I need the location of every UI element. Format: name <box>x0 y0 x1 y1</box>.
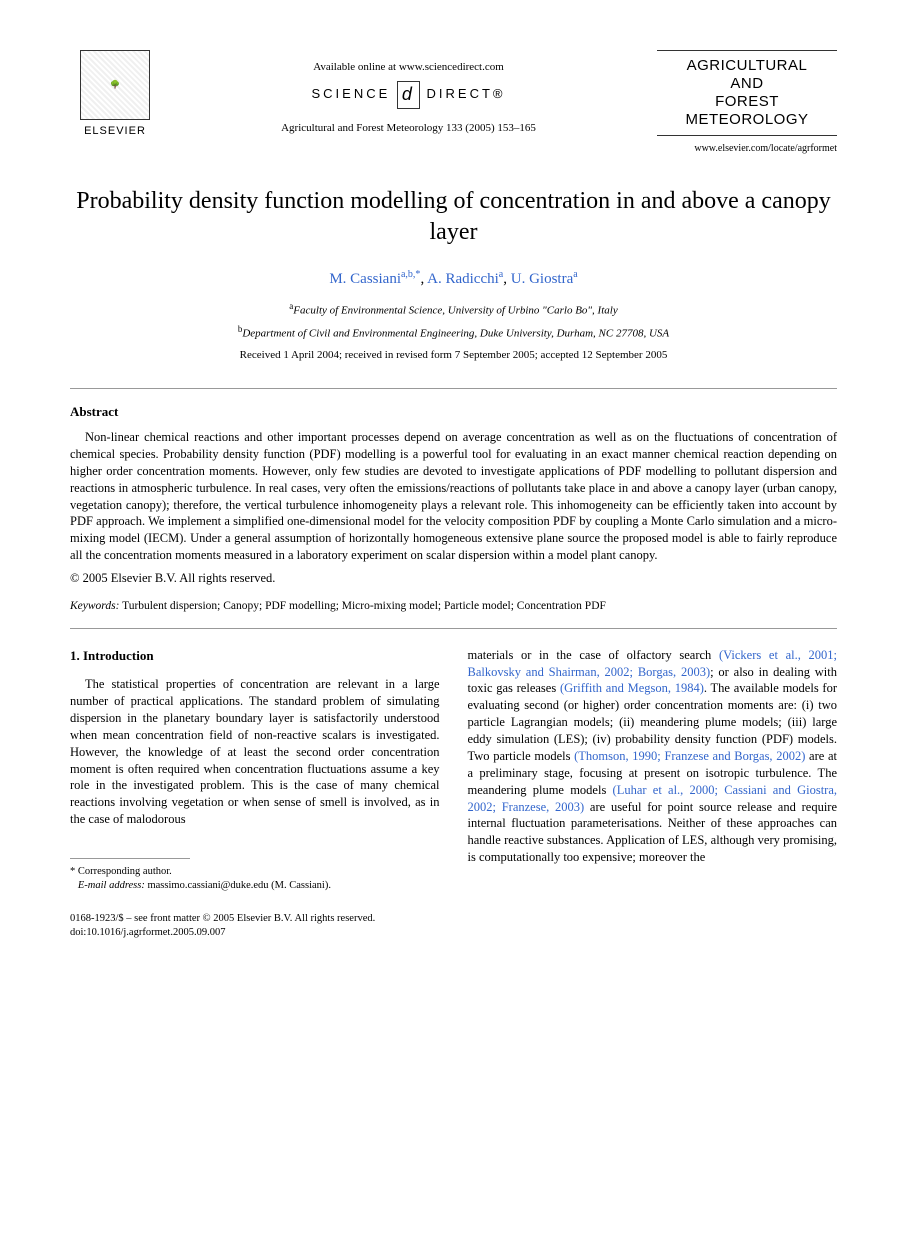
body-columns: 1. Introduction The statistical properti… <box>70 647 837 893</box>
email-label: E-mail address: <box>78 880 145 891</box>
science-direct-logo: SCIENCE d DIRECT® <box>160 81 657 108</box>
author-3[interactable]: U. Giostra <box>511 271 574 287</box>
footer-doi: doi:10.1016/j.agrformet.2005.09.007 <box>70 926 837 940</box>
authors-line: M. Cassiania,b,*, A. Radicchia, U. Giost… <box>70 268 837 290</box>
ref-griffith[interactable]: (Griffith and Megson, 1984) <box>560 681 704 695</box>
footer-issn: 0168-1923/$ – see front matter © 2005 El… <box>70 912 837 926</box>
intro-para-2: materials or in the case of olfactory se… <box>468 647 838 866</box>
center-header: Available online at www.sciencedirect.co… <box>160 50 657 136</box>
column-left: 1. Introduction The statistical properti… <box>70 647 440 893</box>
ref-thomson[interactable]: (Thomson, 1990; Franzese and Borgas, 200… <box>574 749 805 763</box>
sd-word2: DIRECT® <box>427 86 506 101</box>
available-online-text: Available online at www.sciencedirect.co… <box>160 60 657 75</box>
journal-title-l3: FOREST <box>657 93 837 111</box>
footer-meta: 0168-1923/$ – see front matter © 2005 El… <box>70 912 837 939</box>
divider-bottom <box>70 628 837 629</box>
journal-title: AGRICULTURAL AND FOREST METEOROLOGY <box>657 50 837 136</box>
author-1-sup: a,b,* <box>401 269 420 280</box>
article-title: Probability density function modelling o… <box>70 186 837 248</box>
citation-line: Agricultural and Forest Meteorology 133 … <box>160 121 657 136</box>
affiliation-a: aFaculty of Environmental Science, Unive… <box>70 300 837 319</box>
article-dates: Received 1 April 2004; received in revis… <box>70 348 837 363</box>
author-1[interactable]: M. Cassiani <box>329 271 401 287</box>
affiliation-b: bDepartment of Civil and Environmental E… <box>70 323 837 342</box>
journal-url[interactable]: www.elsevier.com/locate/agrformet <box>657 142 837 156</box>
footnote-email: E-mail address: massimo.cassiani@duke.ed… <box>70 879 440 893</box>
abstract-copyright: © 2005 Elsevier B.V. All rights reserved… <box>70 570 837 588</box>
sd-word1: SCIENCE <box>311 86 390 101</box>
abstract-text: Non-linear chemical reactions and other … <box>70 429 837 564</box>
abstract-heading: Abstract <box>70 403 837 421</box>
aff-a-text: Faculty of Environmental Science, Univer… <box>293 305 617 317</box>
intro-para-1: The statistical properties of concentrat… <box>70 676 440 828</box>
divider-top <box>70 388 837 389</box>
p2-a: materials or in the case of olfactory se… <box>468 648 719 662</box>
footnote-corresponding: * Corresponding author. <box>70 865 440 879</box>
elsevier-tree-icon: 🌳 <box>80 50 150 120</box>
elsevier-logo: 🌳 ELSEVIER <box>70 50 160 139</box>
email-value[interactable]: massimo.cassiani@duke.edu (M. Cassiani). <box>145 880 331 891</box>
keywords-label: Keywords: <box>70 600 119 612</box>
journal-box: AGRICULTURAL AND FOREST METEOROLOGY www.… <box>657 50 837 156</box>
author-3-sup: a <box>573 269 577 280</box>
elsevier-label: ELSEVIER <box>70 124 160 139</box>
keywords-line: Keywords: Turbulent dispersion; Canopy; … <box>70 598 837 614</box>
footnote-separator <box>70 858 190 859</box>
author-2-sup: a <box>499 269 503 280</box>
journal-title-l2: AND <box>657 75 837 93</box>
keywords-text: Turbulent dispersion; Canopy; PDF modell… <box>119 600 606 612</box>
author-2[interactable]: A. Radicchi <box>427 271 499 287</box>
column-right: materials or in the case of olfactory se… <box>468 647 838 893</box>
aff-b-text: Department of Civil and Environmental En… <box>242 328 669 340</box>
sd-at-icon: d <box>397 81 420 108</box>
section-1-heading: 1. Introduction <box>70 647 440 665</box>
journal-title-l1: AGRICULTURAL <box>657 57 837 75</box>
header-row: 🌳 ELSEVIER Available online at www.scien… <box>70 50 837 156</box>
journal-title-l4: METEOROLOGY <box>657 111 837 129</box>
